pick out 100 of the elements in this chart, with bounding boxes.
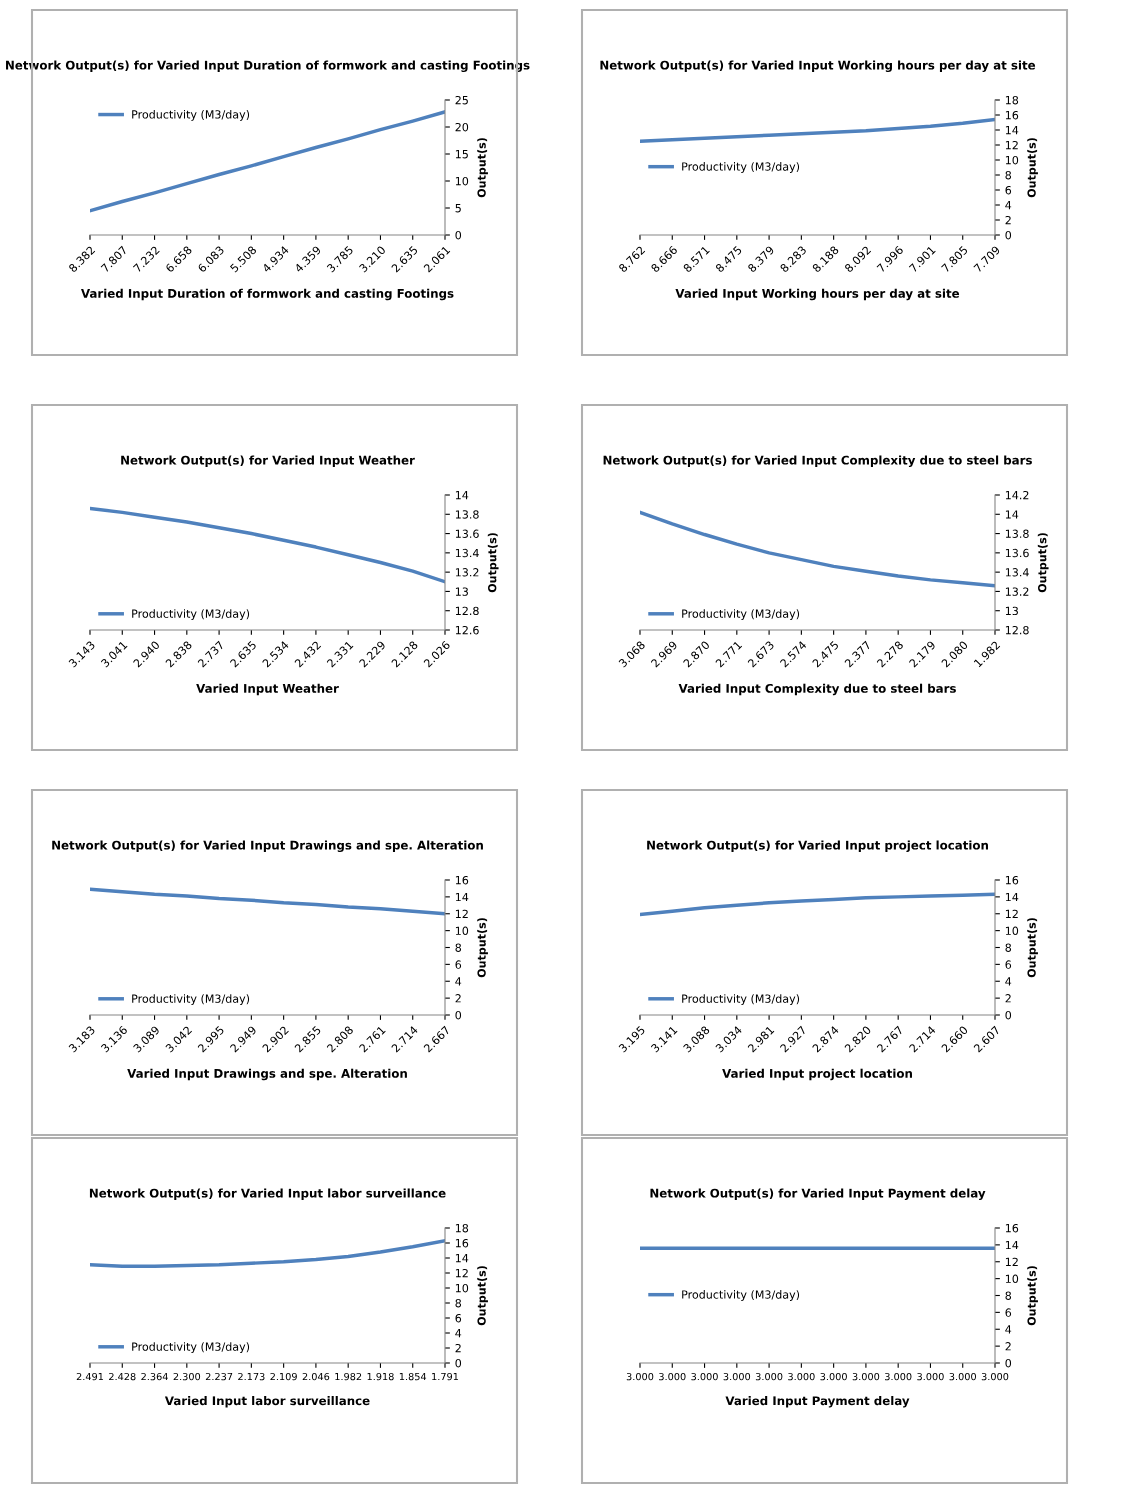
legend-label: Productivity (M3/day) [132, 110, 250, 121]
y-tick-label: 0 [455, 1010, 462, 1020]
y-tick-label: 2 [1005, 215, 1011, 225]
y-tick-label: 6 [1005, 185, 1012, 195]
y-tick-label: 18 [455, 1223, 469, 1233]
x-tick-label: 3.000 [981, 1372, 1009, 1381]
y-tick-label: 6 [1005, 1308, 1012, 1317]
y-tick-label: 13.4 [1005, 568, 1029, 577]
y-tick-label: 13 [1005, 606, 1018, 616]
y-tick-label: 14 [1005, 893, 1019, 902]
y-tick-label: 4 [1005, 1325, 1012, 1334]
y-tick-label: 2 [1005, 1342, 1011, 1351]
y-tick-label: 14 [1005, 510, 1019, 519]
x-axis-title: Varied Input labor surveillance [164, 1396, 370, 1408]
y-tick-label: 12.8 [455, 606, 479, 616]
y-tick-label: 13.8 [1005, 529, 1029, 538]
legend-label: Productivity (M3/day) [682, 994, 800, 1005]
x-tick-label: 1.982 [335, 1372, 362, 1381]
legend-label: Productivity (M3/day) [682, 609, 800, 620]
y-tick-label: 13.2 [455, 568, 479, 577]
y-tick-label: 8 [455, 943, 462, 952]
chart-title: Network Output(s) for Varied Input labor surveillance [89, 1188, 446, 1200]
chart-title: Network Output(s) for Varied Input Complexity due to steel bars [603, 455, 1032, 467]
x-axis-title: Varied Input Weather [196, 683, 339, 696]
y-tick-label: 18 [1005, 95, 1019, 105]
y-axis-title: Output(s) [477, 138, 488, 198]
x-axis-title: Varied Input Payment delay [725, 1396, 910, 1408]
chart-title: Network Output(s) for Varied Input Payment delay [650, 1188, 986, 1200]
x-tick-label: 3.000 [626, 1372, 654, 1381]
y-tick-label: 10 [1005, 926, 1019, 935]
y-tick-label: 12 [455, 909, 468, 918]
y-tick-label: 2 [455, 994, 461, 1003]
y-tick-label: 16 [455, 1238, 469, 1248]
y-tick-label: 0 [1005, 230, 1012, 240]
y-tick-label: 2 [1005, 994, 1011, 1003]
x-tick-label: 3.000 [949, 1372, 976, 1381]
x-axis-title: Varied Input Drawings and spe. Alteration [127, 1068, 407, 1081]
y-tick-label: 6 [455, 960, 462, 969]
x-tick-label: 1.854 [399, 1372, 427, 1381]
y-tick-label: 14 [455, 1254, 469, 1263]
y-tick-label: 13 [455, 587, 468, 596]
y-tick-label: 13.2 [1005, 587, 1029, 596]
y-axis-title: Output(s) [1027, 918, 1038, 978]
x-tick-label: 3.000 [691, 1372, 718, 1381]
y-tick-label: 10 [455, 176, 469, 186]
y-axis-title: Output(s) [1037, 533, 1049, 593]
chart-title: Network Output(s) for Varied Input Weather [121, 455, 415, 467]
x-tick-label: 2.300 [173, 1372, 201, 1381]
x-tick-label: 3.000 [820, 1372, 847, 1381]
y-tick-label: 0 [455, 1358, 462, 1368]
line-series [640, 892, 995, 917]
line-series [90, 887, 445, 916]
x-tick-label: 2.428 [109, 1372, 136, 1381]
y-axis-title: Output(s) [477, 1266, 488, 1326]
y-tick-label: 12.8 [1005, 625, 1029, 635]
x-tick-label: 3.000 [885, 1372, 912, 1381]
line-series [90, 110, 445, 213]
y-tick-label: 16 [455, 875, 469, 885]
y-tick-label: 13.8 [455, 510, 479, 519]
x-tick-label: 2.046 [302, 1372, 330, 1381]
x-tick-label: 3.000 [659, 1372, 686, 1381]
y-axis-title: Output(s) [487, 533, 499, 593]
legend-label: Productivity (M3/day) [682, 162, 800, 173]
x-tick-label: 3.000 [788, 1372, 815, 1381]
x-tick-label: 3.000 [723, 1372, 751, 1381]
y-tick-label: 4 [455, 977, 462, 986]
chart-title: Network Output(s) for Varied Input Drawings and spe. Alteration [52, 840, 483, 852]
y-tick-label: 14.2 [1005, 490, 1029, 500]
chart-title: Network Output(s) for Varied Input Working hours per day at site [600, 60, 1036, 72]
legend-label: Productivity (M3/day) [132, 1342, 250, 1353]
y-tick-label: 13.6 [1005, 548, 1029, 558]
line-series [640, 117, 995, 143]
legend-label: Productivity (M3/day) [132, 609, 250, 620]
y-tick-label: 4 [455, 1329, 462, 1338]
y-tick-label: 10 [1005, 1274, 1019, 1283]
x-tick-label: 1.918 [367, 1372, 394, 1381]
x-axis-title: Varied Input Complexity due to steel bars [678, 683, 956, 696]
y-tick-label: 13.6 [455, 529, 479, 538]
y-tick-label: 12.6 [455, 625, 479, 635]
line-series [640, 510, 995, 588]
y-tick-label: 14 [455, 491, 469, 500]
x-tick-label: 3.000 [917, 1372, 944, 1381]
y-tick-label: 15 [455, 150, 468, 159]
y-tick-label: 16 [1005, 1223, 1019, 1233]
y-tick-label: 4 [1005, 977, 1012, 986]
y-tick-label: 6 [1005, 960, 1012, 969]
y-axis-title: Output(s) [1027, 138, 1038, 198]
x-tick-label: 3.000 [755, 1372, 783, 1381]
y-tick-label: 8 [1005, 1291, 1012, 1300]
x-tick-label: 3.000 [852, 1372, 880, 1381]
y-tick-label: 10 [455, 926, 469, 935]
y-tick-label: 0 [1005, 1358, 1012, 1368]
y-tick-label: 10 [1005, 155, 1019, 165]
y-tick-label: 12 [455, 1268, 468, 1278]
y-tick-label: 8 [1005, 170, 1012, 180]
line-series [90, 506, 445, 584]
y-tick-label: 13.4 [455, 548, 479, 558]
y-tick-label: 10 [455, 1283, 469, 1293]
y-axis-title: Output(s) [1027, 1266, 1038, 1326]
line-series [90, 1239, 445, 1268]
